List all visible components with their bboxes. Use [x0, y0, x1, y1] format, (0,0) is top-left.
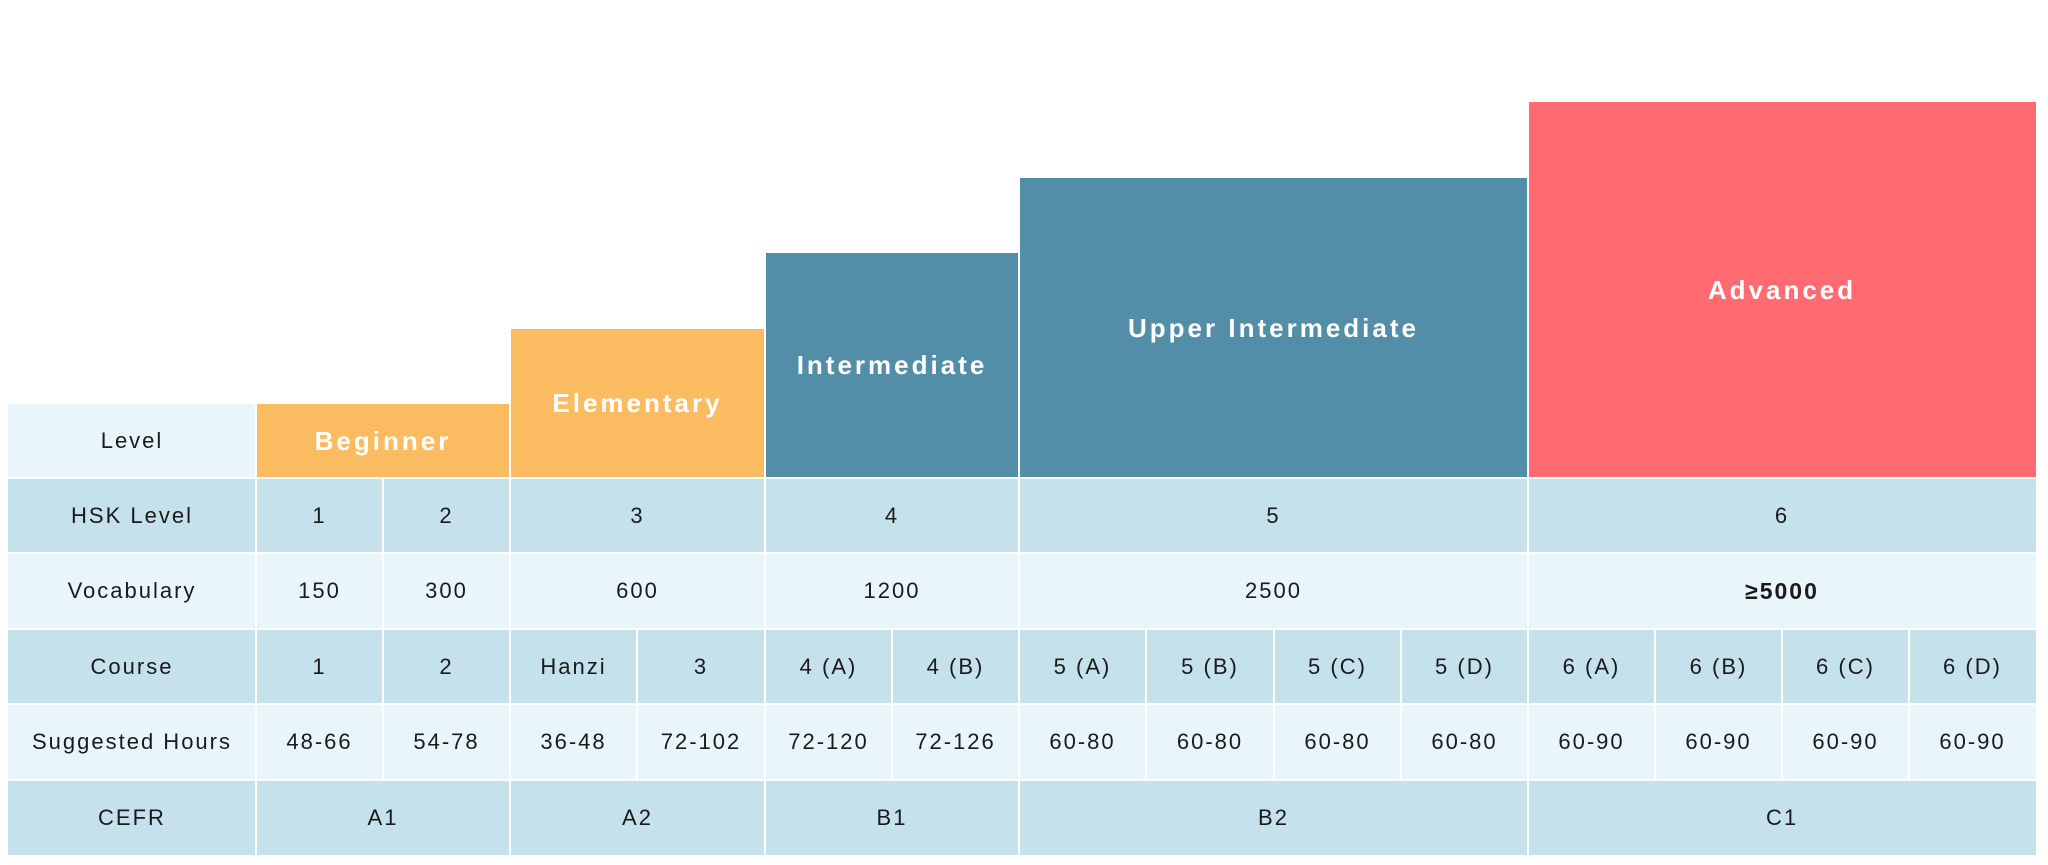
- grid-line: [8, 552, 2036, 554]
- hours-value: 36-48: [540, 729, 607, 754]
- band-advanced: Advanced: [1528, 102, 2036, 478]
- course-value: Hanzi: [540, 653, 607, 679]
- course-value: 5 (B): [1181, 653, 1239, 679]
- hours-value: 60-80: [1431, 729, 1498, 754]
- level-label: Level: [8, 404, 256, 478]
- grid-line: [8, 477, 2036, 479]
- vocabulary-value: 300: [425, 578, 468, 603]
- vocabulary-label: Vocabulary: [67, 578, 197, 603]
- band-intermediate: Intermediate: [765, 253, 1019, 478]
- course-value: 1: [312, 653, 327, 679]
- hours-value: 60-90: [1558, 729, 1625, 754]
- band-beginner: Beginner: [256, 404, 510, 478]
- cefr-value: C1: [1765, 804, 1799, 830]
- grid-line: [1527, 102, 1529, 855]
- grid-line: [1145, 629, 1147, 780]
- hsk-value: 3: [630, 502, 645, 528]
- grid-line: [636, 629, 638, 780]
- row-hours-background: [8, 704, 2036, 780]
- hsk-value: 1: [312, 502, 327, 528]
- grid-line: [509, 329, 511, 855]
- grid-line: [255, 404, 257, 855]
- vocabulary-value: 1200: [863, 578, 921, 603]
- hours-value: 60-90: [1939, 729, 2006, 754]
- grid-line: [891, 629, 893, 780]
- hsk-value: 4: [884, 502, 900, 528]
- hours-value: 48-66: [286, 729, 353, 754]
- hours-value: 60-80: [1176, 729, 1244, 754]
- hours-value: 54-78: [413, 729, 480, 754]
- course-value: 4 (B): [926, 653, 985, 679]
- course-value: 2: [439, 653, 454, 679]
- course-value: 4 (A): [799, 653, 858, 679]
- cefr-value: A1: [367, 804, 399, 830]
- grid-line: [1018, 178, 1020, 855]
- row-hsk-background: [8, 478, 2036, 553]
- grid-line: [8, 628, 2036, 630]
- band-upper-intermediate: Upper Intermediate: [1019, 178, 1528, 478]
- grid-line: [8, 779, 2036, 781]
- grid-line: [8, 703, 2036, 705]
- hsk-value: 5: [1266, 502, 1281, 528]
- cefr-value: B1: [876, 804, 908, 830]
- course-value: 3: [693, 653, 709, 679]
- cefr-value: B2: [1258, 804, 1289, 830]
- grid-line: [1908, 629, 1910, 780]
- course-value: 5 (A): [1053, 653, 1112, 679]
- hours-value: 72-120: [788, 729, 869, 754]
- vocabulary-value: ≥5000: [1745, 577, 1819, 604]
- hours-value: 60-90: [1812, 729, 1879, 754]
- grid-line: [382, 478, 384, 780]
- hours-value: 60-90: [1685, 729, 1752, 754]
- course-label: Course: [90, 653, 174, 679]
- hours-value: 72-126: [915, 729, 996, 754]
- hours-label: Suggested Hours: [32, 729, 232, 754]
- vocabulary-value: 150: [298, 578, 341, 603]
- hsk-value: 2: [439, 502, 454, 528]
- course-value: 6 (B): [1689, 653, 1748, 679]
- course-value: 6 (C): [1816, 653, 1875, 679]
- vocabulary-value: 2500: [1245, 578, 1302, 603]
- row-cefr-background: [8, 780, 2036, 855]
- band-elementary: Elementary: [510, 329, 765, 478]
- course-value: 6 (D): [1943, 653, 2002, 679]
- grid-line: [1654, 629, 1656, 780]
- hours-value: 72-102: [660, 729, 742, 754]
- row-course-background: [8, 629, 2036, 704]
- hsk-value: 6: [1774, 502, 1790, 528]
- course-value: 5 (C): [1308, 653, 1367, 679]
- grid-line: [764, 253, 766, 855]
- grid-line: [1400, 629, 1402, 780]
- course-value: 6 (A): [1562, 653, 1621, 679]
- course-value: 5 (D): [1435, 653, 1494, 679]
- grid-line: [1273, 629, 1275, 780]
- cefr-label: CEFR: [98, 804, 166, 830]
- grid-line: [1781, 629, 1783, 780]
- hours-value: 60-80: [1304, 729, 1371, 754]
- hours-value: 60-80: [1049, 729, 1116, 754]
- hsk-label: HSK Level: [71, 502, 193, 528]
- vocabulary-value: 600: [616, 578, 659, 603]
- row-vocabulary-background: [8, 553, 2036, 629]
- cefr-value: A2: [622, 804, 653, 830]
